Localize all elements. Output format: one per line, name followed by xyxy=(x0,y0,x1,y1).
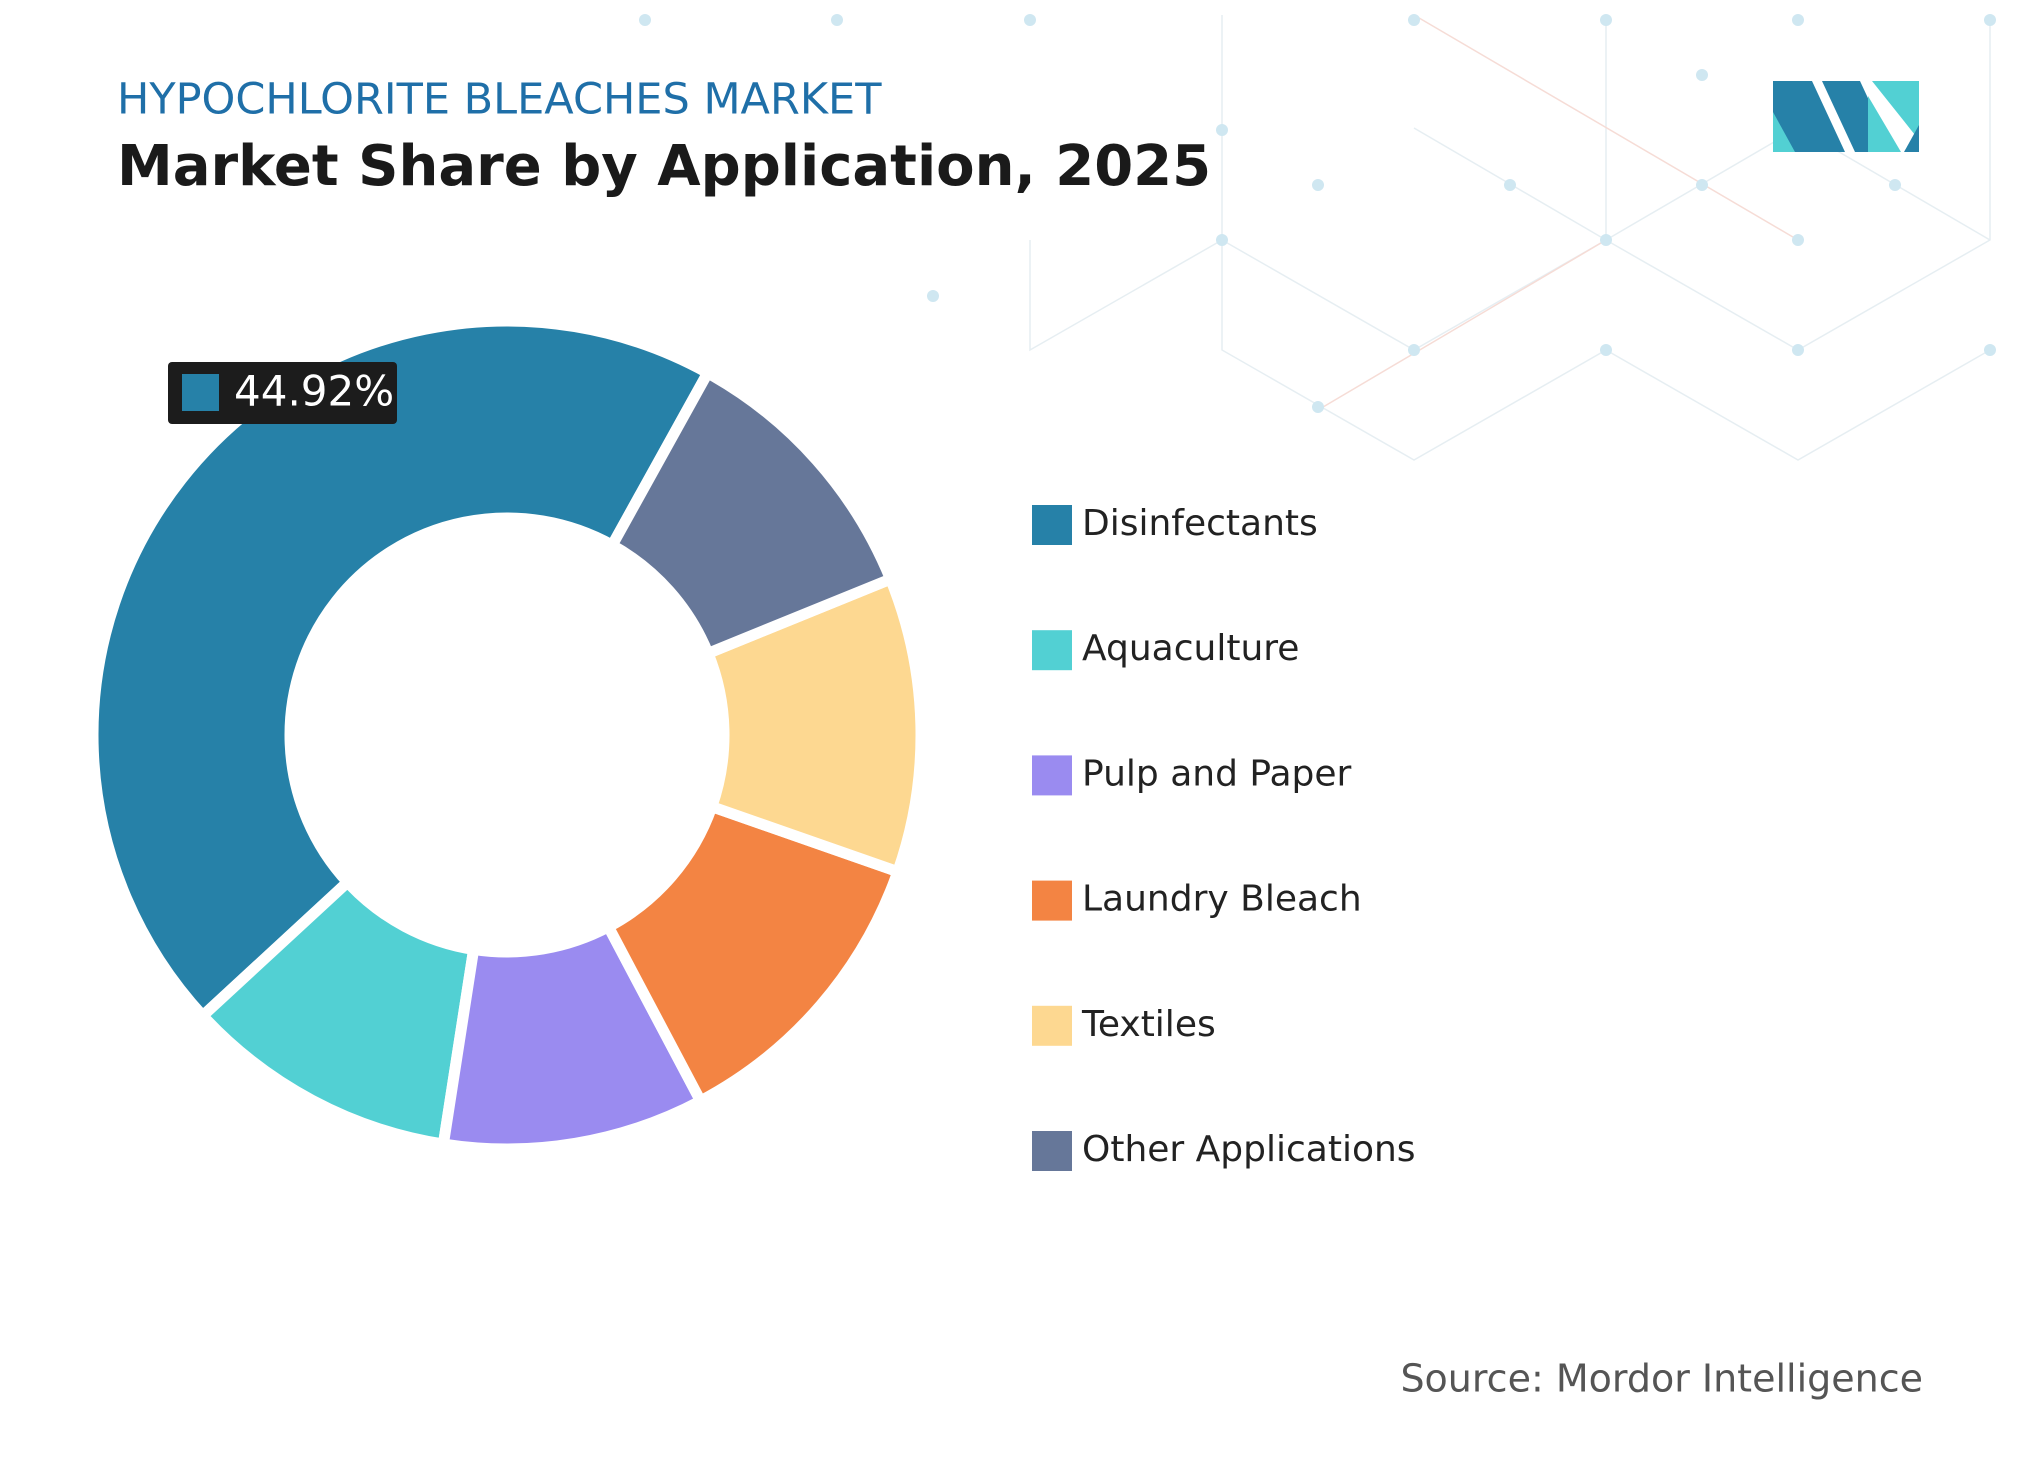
background-dots xyxy=(639,14,1996,413)
dot xyxy=(1024,14,1036,26)
legend-label: Laundry Bleach xyxy=(1082,879,1362,920)
source: Source: Mordor Intelligence xyxy=(1400,1357,1923,1401)
donut-slice xyxy=(87,315,716,1024)
chart-subtitle: Market Share by Application, 2025 xyxy=(117,134,1211,199)
donut xyxy=(87,315,927,1155)
label-swatch xyxy=(182,374,219,411)
donut-slice xyxy=(195,874,480,1151)
dot xyxy=(1600,14,1612,26)
accent-line xyxy=(1317,239,1607,411)
chart-title: HYPOCHLORITE BLEACHES MARKET xyxy=(117,75,882,125)
legend-swatch xyxy=(1032,1131,1072,1171)
dot xyxy=(1504,179,1516,191)
dot xyxy=(1696,179,1708,191)
legend-swatch xyxy=(1032,630,1072,671)
logo-shape xyxy=(1773,112,1795,152)
dot xyxy=(639,14,651,26)
logo-shape xyxy=(1904,125,1919,152)
value-label: 44.92% xyxy=(234,367,394,416)
legend-label: Pulp and Paper xyxy=(1082,753,1352,794)
legend-swatch xyxy=(1032,755,1072,796)
legend-label: Disinfectants xyxy=(1082,503,1318,544)
dot xyxy=(1216,234,1228,246)
dot xyxy=(1600,344,1612,356)
logo-shape xyxy=(1872,81,1919,140)
dot xyxy=(1792,344,1804,356)
legend: Disinfectants Aquaculture Pulp and Paper La… xyxy=(1032,503,1416,1171)
dot xyxy=(1696,69,1708,81)
legend-label: Other Applications xyxy=(1082,1129,1416,1170)
accent-line xyxy=(1413,14,1799,241)
logo xyxy=(1773,81,1919,152)
dot xyxy=(1792,234,1804,246)
dot xyxy=(1889,179,1901,191)
dot xyxy=(1216,124,1228,136)
dot xyxy=(1984,14,1996,26)
donut-slice xyxy=(604,365,898,661)
label-box xyxy=(168,362,397,424)
logo-shape xyxy=(1773,81,1845,152)
dot xyxy=(1984,344,1996,356)
dot xyxy=(831,14,843,26)
dot xyxy=(1600,234,1612,246)
legend-swatch xyxy=(1032,1005,1072,1046)
legend-swatch xyxy=(1032,880,1072,921)
dot xyxy=(1408,14,1420,26)
legend-label: Aquaculture xyxy=(1082,628,1299,669)
dot xyxy=(1792,14,1804,26)
dot xyxy=(1408,344,1420,356)
logo-shape xyxy=(1868,96,1901,152)
donut-slice xyxy=(700,571,927,879)
legend-swatch xyxy=(1032,505,1072,545)
donut-slice xyxy=(601,799,905,1109)
dot xyxy=(1312,401,1324,413)
legend-label: Textiles xyxy=(1081,1004,1216,1045)
dot xyxy=(1312,179,1324,191)
data-label: 44.92% xyxy=(168,362,397,424)
dot xyxy=(927,290,939,302)
